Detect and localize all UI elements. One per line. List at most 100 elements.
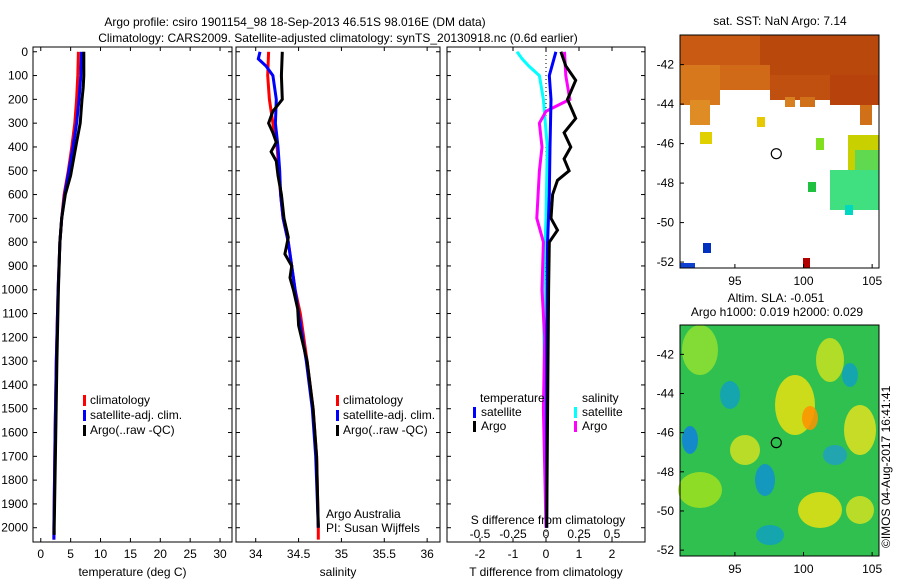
y-tick-label: -46 (657, 426, 675, 440)
sst-cell (680, 65, 720, 105)
legend-swatch (83, 410, 86, 421)
y-tick-label: 1400 (1, 378, 28, 392)
x-tick-label: 2 (609, 547, 616, 561)
legend-swatch (473, 407, 476, 418)
legend-swatch (336, 410, 339, 421)
legend-label: satellite-adj. clim. (343, 408, 435, 422)
sla-anomaly (730, 435, 760, 465)
sst-cell (800, 97, 815, 107)
x-tick-label: 36 (420, 547, 434, 561)
sst-map: sat. SST: NaN Argo: 7.14 95 100 105 -42 -44 -4… (657, 14, 883, 288)
sla-anomaly (844, 405, 876, 455)
y-tick-label: 1800 (1, 473, 28, 487)
x-tick-label: 5 (67, 547, 74, 561)
annotation: Argo Australia (326, 507, 401, 521)
sla-anomaly (678, 472, 722, 508)
x-tick-label: 95 (728, 274, 742, 288)
argo-position-marker (770, 148, 782, 160)
y-tick-label: 1100 (2, 307, 28, 321)
x-tick-label: 34.5 (287, 547, 311, 561)
x-tick-label: 15 (124, 547, 138, 561)
sla-anomaly (756, 525, 784, 545)
series-line-s-argo (535, 51, 572, 528)
y-tick-label: 2000 (1, 521, 28, 535)
x-tick-label: 1 (576, 547, 583, 561)
map-frame (679, 324, 880, 557)
y-tick-label: -50 (657, 216, 675, 230)
series-line-t-argo (545, 51, 578, 528)
map-frame (679, 34, 880, 269)
argo-position-marker (770, 437, 782, 449)
y-tick-label: -44 (657, 97, 675, 111)
x-tick-label: 95 (728, 562, 742, 576)
y-tick-label: 200 (8, 92, 28, 106)
y-tick-label: -42 (657, 58, 675, 72)
series-line-argo-raw-qc- (266, 51, 320, 528)
legend-swatch (336, 395, 339, 406)
legend-label: satellite (582, 405, 623, 419)
x-tick-label: 10 (94, 547, 108, 561)
sla-anomaly (720, 381, 740, 409)
y-tick-label: -46 (657, 137, 675, 151)
y-tick-label: -52 (657, 543, 675, 557)
imos-stamp: ©IMOS 04-Aug-2017 16:41:41 (879, 385, 893, 548)
sst-cell (720, 65, 770, 90)
legend-swatch (574, 421, 577, 432)
legend-label: satellite (481, 405, 522, 419)
legend-label: Argo (582, 419, 608, 433)
x-axis-label: temperature (deg C) (78, 565, 186, 579)
sst-cell (803, 258, 810, 268)
y-tick-label: -48 (657, 465, 675, 479)
sla-anomaly (846, 496, 874, 524)
map-title: sat. SST: NaN Argo: 7.14 (713, 14, 847, 28)
sst-cell (703, 243, 711, 253)
legend-swatch (83, 395, 86, 406)
y-tick-label: -50 (657, 504, 675, 518)
legend-label: climatology (343, 393, 403, 407)
sst-cell (680, 263, 695, 268)
sst-cell (690, 100, 710, 125)
x-tick-label: -1 (508, 547, 519, 561)
series-line-argo-raw-qc- (52, 51, 86, 535)
map-title-sla: Altim. SLA: -0.051 (728, 291, 825, 305)
sla-anomaly (798, 492, 842, 528)
s-tick-label: -0.25 (499, 527, 527, 541)
plot-frame (32, 46, 233, 543)
sst-cell (760, 35, 879, 75)
sst-cell (757, 117, 765, 127)
x-tick-label: 35 (335, 547, 349, 561)
y-tick-label: 1700 (1, 449, 28, 463)
salinity-panel: 34 34.5 35 35.5 36 salinity climatologysatelli… (235, 46, 441, 579)
sst-cell (830, 170, 879, 210)
sst-cell (830, 75, 879, 105)
y-tick-label: 1600 (1, 426, 28, 440)
y-tick-label: 300 (8, 116, 28, 130)
x-tick-label: 100 (794, 562, 814, 576)
difference-panel: -2 -1 0 1 2 T difference from climatology -0.5… (446, 46, 646, 579)
legend-swatch (473, 421, 476, 432)
temperature-panel: 0 5 10 15 20 25 30 temperature (deg C) 0 100 200 30… (1, 45, 233, 579)
y-tick-label: -48 (657, 176, 675, 190)
y-tick-label: 1000 (1, 283, 28, 297)
y-tick-label: 500 (8, 164, 28, 178)
sst-cell (770, 75, 830, 100)
x-tick-label: 0 (543, 547, 550, 561)
x-tick-label: 105 (862, 562, 882, 576)
plot-frame (235, 46, 441, 543)
sst-cell (860, 105, 872, 125)
x-tick-label: 105 (862, 274, 882, 288)
legend-title-salinity: salinity (582, 391, 619, 405)
x-axis-label: T difference from climatology (469, 565, 623, 579)
x-tick-label: 0 (37, 547, 44, 561)
x-tick-label: -2 (475, 547, 486, 561)
sst-cell (680, 35, 760, 65)
y-tick-label: 1500 (1, 402, 28, 416)
s-tick-label: 0.5 (604, 527, 621, 541)
y-tick-label: 900 (8, 259, 28, 273)
y-tick-label: -42 (657, 347, 675, 361)
legend-label: Argo(..raw -QC) (90, 423, 175, 437)
sla-anomaly (682, 426, 698, 454)
legend-swatch (574, 407, 577, 418)
